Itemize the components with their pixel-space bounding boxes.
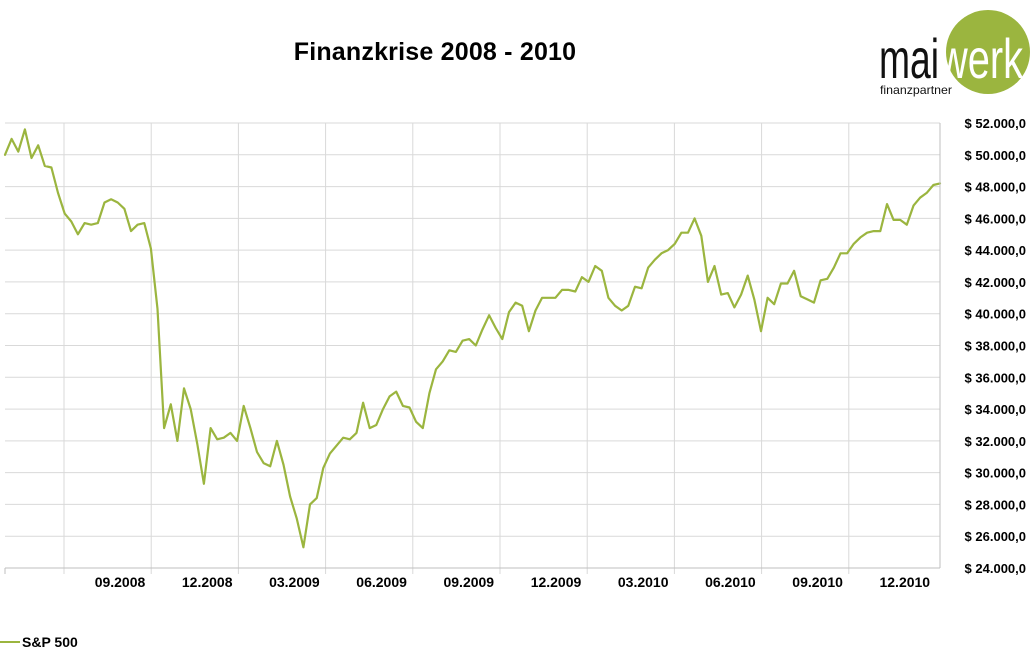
y-tick-label: $ 34.000,0 [965, 402, 1026, 417]
x-tick-label: 03.2009 [269, 574, 320, 590]
x-tick-label: 06.2009 [356, 574, 407, 590]
logo-text-werk: werk [938, 27, 1023, 90]
series-line-sp500 [3, 128, 942, 549]
chart-title: Finanzkrise 2008 - 2010 [293, 38, 577, 66]
x-tick-label: 09.2008 [95, 574, 146, 590]
x-tick-label: 12.2008 [182, 574, 233, 590]
y-tick-label: $ 30.000,0 [965, 466, 1026, 481]
y-tick-label: $ 44.000,0 [965, 243, 1026, 258]
y-tick-label: $ 28.000,0 [965, 497, 1026, 512]
y-tick-label: $ 40.000,0 [965, 307, 1026, 322]
maiwerk-logo: mai werk finanzpartner [879, 10, 1030, 97]
y-tick-label: $ 32.000,0 [965, 434, 1026, 449]
y-tick-label: $ 46.000,0 [965, 211, 1026, 226]
chart-legend: S&P 500 [0, 633, 78, 651]
logo-circle [946, 10, 1030, 94]
x-tick-label: 03.2010 [618, 574, 669, 590]
y-tick-label: $ 42.000,0 [965, 275, 1026, 290]
y-tick-label: $ 38.000,0 [965, 339, 1026, 354]
y-tick-label: $ 52.000,0 [965, 116, 1026, 131]
y-tick-label: $ 24.000,0 [965, 561, 1026, 576]
chart-series [3, 128, 942, 549]
y-tick-label: $ 48.000,0 [965, 180, 1026, 195]
logo-text-mai: mai [879, 27, 939, 90]
logo-tagline: finanzpartner [880, 83, 952, 97]
x-tick-label: 12.2009 [531, 574, 582, 590]
y-tick-label: $ 26.000,0 [965, 529, 1026, 544]
legend-swatch [0, 641, 20, 643]
x-tick-label: 06.2010 [705, 574, 756, 590]
x-axis-ticks: 09.2008 12.2008 03.2009 06.2009 09.2009 12.20… [95, 574, 931, 590]
x-tick-label: 12.2010 [879, 574, 930, 590]
y-axis-ticks: $ 52.000,0 $ 50.000,0 $ 48.000,0 $ 46.000,0… [965, 116, 1026, 576]
chart-grid [5, 122, 940, 574]
chart-axes [4, 123, 941, 574]
x-tick-label: 09.2010 [792, 574, 843, 590]
legend-label: S&P 500 [22, 634, 78, 650]
y-tick-label: $ 36.000,0 [965, 370, 1026, 385]
y-tick-label: $ 50.000,0 [965, 148, 1026, 163]
x-tick-label: 09.2009 [443, 574, 494, 590]
